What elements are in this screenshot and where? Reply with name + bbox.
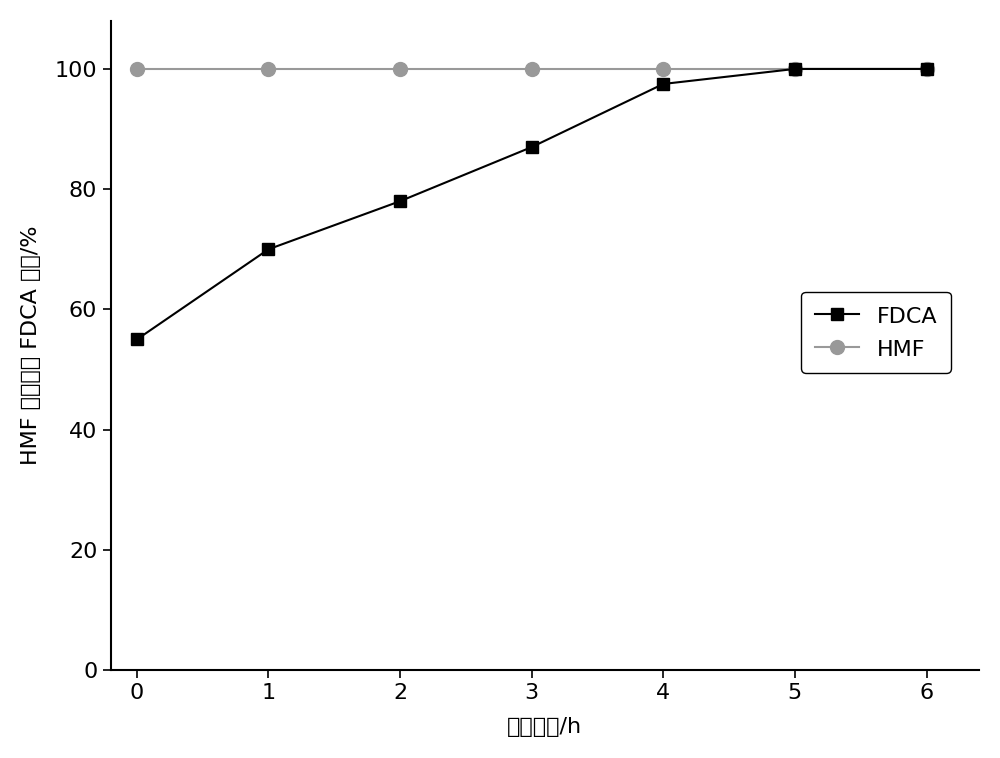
FDCA [789,64,801,74]
HMF [657,64,669,74]
HMF [789,64,801,74]
FDCA [131,335,143,344]
HMF [394,64,406,74]
Y-axis label: HMF 转化率和 FDCA 产率/%: HMF 转化率和 FDCA 产率/% [21,226,41,465]
HMF [526,64,538,74]
HMF [262,64,274,74]
Line: FDCA: FDCA [131,64,932,345]
FDCA [526,143,538,152]
X-axis label: 反应时间/h: 反应时间/h [507,717,582,738]
Line: HMF: HMF [130,62,933,76]
FDCA [921,64,933,74]
FDCA [262,245,274,254]
FDCA [657,80,669,89]
Legend: FDCA, HMF: FDCA, HMF [801,292,951,373]
FDCA [394,196,406,205]
HMF [131,64,143,74]
HMF [921,64,933,74]
